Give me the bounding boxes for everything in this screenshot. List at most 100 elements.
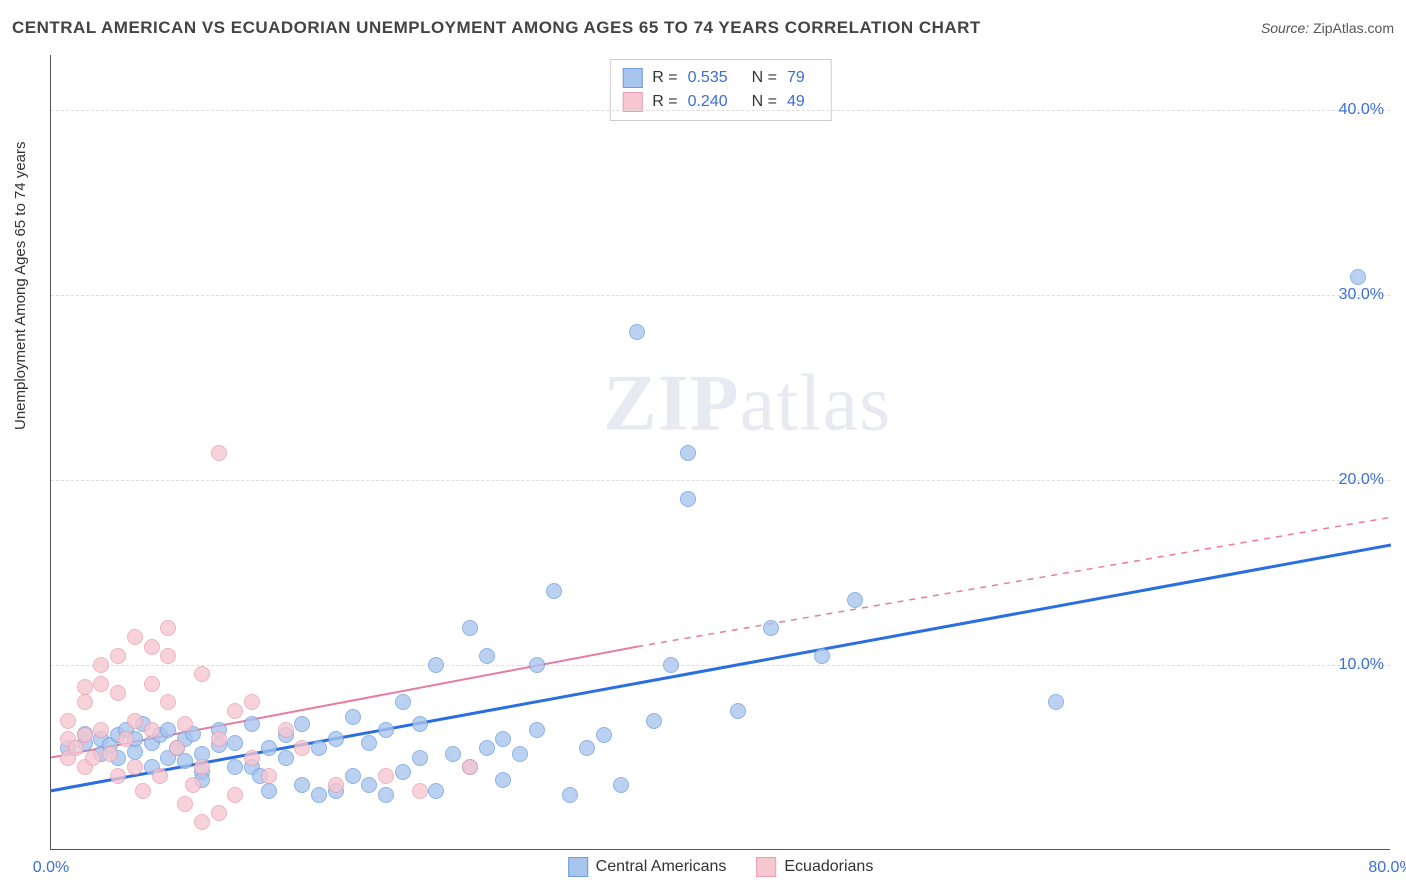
point-ecuadorian	[93, 657, 109, 673]
y-tick-label: 40.0%	[1339, 101, 1384, 119]
point-central-american	[261, 740, 277, 756]
point-ecuadorian	[261, 768, 277, 784]
x-tick-label: 80.0%	[1368, 859, 1406, 877]
legend-label-2: Ecuadorians	[784, 858, 873, 876]
point-central-american	[328, 731, 344, 747]
point-central-american	[227, 735, 243, 751]
point-ecuadorian	[211, 805, 227, 821]
point-central-american	[361, 777, 377, 793]
series1-r-value: 0.535	[688, 66, 728, 90]
point-central-american	[378, 722, 394, 738]
point-ecuadorian	[227, 703, 243, 719]
point-ecuadorian	[77, 727, 93, 743]
gridline	[51, 665, 1390, 666]
point-ecuadorian	[169, 740, 185, 756]
point-central-american	[395, 694, 411, 710]
point-central-american	[562, 787, 578, 803]
chart-header: CENTRAL AMERICAN VS ECUADORIAN UNEMPLOYM…	[12, 18, 1394, 38]
point-central-american	[579, 740, 595, 756]
point-ecuadorian	[177, 796, 193, 812]
point-central-american	[160, 722, 176, 738]
point-ecuadorian	[244, 750, 260, 766]
point-central-american	[428, 783, 444, 799]
point-ecuadorian	[294, 740, 310, 756]
point-central-american	[529, 722, 545, 738]
point-central-american	[529, 657, 545, 673]
series1-swatch	[622, 68, 642, 88]
point-ecuadorian	[412, 783, 428, 799]
point-central-american	[680, 445, 696, 461]
point-ecuadorian	[160, 620, 176, 636]
point-central-american	[613, 777, 629, 793]
point-central-american	[428, 657, 444, 673]
point-ecuadorian	[177, 716, 193, 732]
point-central-american	[730, 703, 746, 719]
point-central-american	[479, 740, 495, 756]
legend-item-2: Ecuadorians	[756, 857, 873, 877]
point-ecuadorian	[278, 722, 294, 738]
point-ecuadorian	[144, 639, 160, 655]
point-ecuadorian	[144, 676, 160, 692]
point-central-american	[479, 648, 495, 664]
chart-title: CENTRAL AMERICAN VS ECUADORIAN UNEMPLOYM…	[12, 18, 981, 38]
point-ecuadorian	[102, 746, 118, 762]
point-ecuadorian	[160, 694, 176, 710]
point-ecuadorian	[77, 679, 93, 695]
point-central-american	[294, 777, 310, 793]
source-label: Source:	[1261, 20, 1309, 36]
point-central-american	[763, 620, 779, 636]
y-axis-title: Unemployment Among Ages 65 to 74 years	[12, 141, 29, 430]
legend-item-1: Central Americans	[568, 857, 727, 877]
point-ecuadorian	[152, 768, 168, 784]
point-central-american	[462, 620, 478, 636]
y-tick-label: 20.0%	[1339, 471, 1384, 489]
point-ecuadorian	[127, 759, 143, 775]
point-central-american	[378, 787, 394, 803]
point-ecuadorian	[194, 666, 210, 682]
point-central-american	[345, 768, 361, 784]
gridline	[51, 480, 1390, 481]
point-ecuadorian	[77, 694, 93, 710]
y-tick-label: 10.0%	[1339, 656, 1384, 674]
point-central-american	[512, 746, 528, 762]
point-ecuadorian	[244, 694, 260, 710]
point-central-american	[596, 727, 612, 743]
point-ecuadorian	[185, 777, 201, 793]
point-ecuadorian	[194, 814, 210, 830]
point-ecuadorian	[211, 445, 227, 461]
point-central-american	[412, 750, 428, 766]
point-ecuadorian	[60, 713, 76, 729]
point-ecuadorian	[378, 768, 394, 784]
point-central-american	[646, 713, 662, 729]
point-ecuadorian	[110, 768, 126, 784]
point-central-american	[629, 324, 645, 340]
legend-swatch-1	[568, 857, 588, 877]
point-ecuadorian	[144, 722, 160, 738]
point-ecuadorian	[85, 750, 101, 766]
point-central-american	[546, 583, 562, 599]
gridline	[51, 110, 1390, 111]
point-ecuadorian	[127, 629, 143, 645]
point-ecuadorian	[110, 685, 126, 701]
correlation-stats-box: R = 0.535 N = 79 R = 0.240 N = 49	[609, 59, 832, 121]
r-label: R =	[652, 66, 677, 90]
point-central-american	[495, 772, 511, 788]
point-central-american	[1350, 269, 1366, 285]
point-ecuadorian	[160, 648, 176, 664]
point-central-american	[278, 750, 294, 766]
point-central-american	[227, 759, 243, 775]
point-central-american	[412, 716, 428, 732]
source-value: ZipAtlas.com	[1313, 20, 1394, 36]
point-central-american	[244, 716, 260, 732]
point-ecuadorian	[118, 731, 134, 747]
gridline	[51, 295, 1390, 296]
legend-swatch-2	[756, 857, 776, 877]
point-central-american	[1048, 694, 1064, 710]
series1-n-value: 79	[787, 66, 805, 90]
point-ecuadorian	[135, 783, 151, 799]
source-attribution: Source: ZipAtlas.com	[1261, 20, 1394, 36]
n-label: N =	[752, 66, 777, 90]
point-central-american	[680, 491, 696, 507]
point-central-american	[261, 783, 277, 799]
x-tick-label: 0.0%	[33, 859, 69, 877]
